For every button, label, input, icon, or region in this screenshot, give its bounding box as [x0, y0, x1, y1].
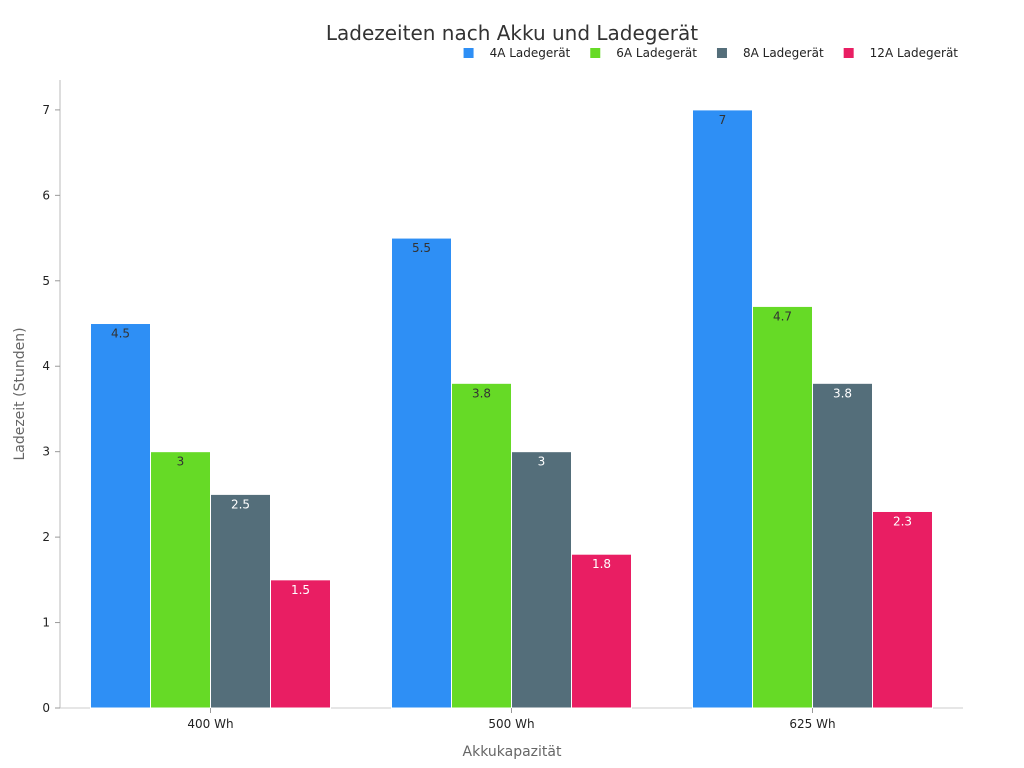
- bar-value-label: 1.5: [291, 583, 310, 597]
- bar-2-3: [752, 305, 813, 709]
- bar-value-label: 5.5: [412, 241, 431, 255]
- bar-value-label: 7: [719, 113, 727, 127]
- bar-value-label: 1.8: [592, 557, 611, 571]
- bar-value-label: 4.5: [111, 327, 130, 341]
- y-axis-title: Ladezeit (Stunden): [12, 327, 28, 460]
- x-axis-title: Akkukapazität: [463, 744, 562, 760]
- bar-1-2: [391, 237, 452, 709]
- x-tick-label: 400 Wh: [187, 717, 233, 731]
- chart-title: Ladezeiten nach Akku und Ladegerät: [326, 21, 698, 45]
- bar-value-label: 2.5: [231, 497, 250, 511]
- y-tick-label: 5: [42, 274, 50, 288]
- bar-value-label: 2.3: [893, 514, 912, 528]
- bar-1-3: [692, 109, 753, 709]
- y-tick-label: 4: [42, 359, 50, 373]
- y-tick-label: 7: [42, 103, 50, 117]
- legend-swatch: [590, 48, 601, 58]
- y-tick-label: 6: [42, 188, 50, 202]
- bar-4-3: [872, 510, 933, 709]
- bar-value-label: 3: [177, 455, 185, 469]
- x-tick-label: 625 Wh: [789, 717, 835, 731]
- bar-2-2: [451, 382, 512, 709]
- bar-value-label: 3.8: [833, 386, 852, 400]
- bar-2-1: [150, 451, 211, 709]
- bar-3-2: [511, 451, 572, 709]
- legend-item[interactable]: 8A Ladegerät: [716, 46, 824, 60]
- legend-item[interactable]: 6A Ladegerät: [590, 46, 697, 60]
- bar-4-2: [571, 553, 632, 709]
- legend-swatch: [843, 48, 854, 58]
- x-tick-label: 500 Wh: [488, 717, 534, 731]
- bar-4-1: [270, 579, 331, 709]
- bar-3-3: [812, 382, 873, 709]
- legend-label: 8A Ladegerät: [743, 46, 824, 60]
- y-tick-label: 1: [42, 616, 50, 630]
- legend: 4A Ladegerät 6A Ladegerät 8A Ladegerät 12A …: [463, 46, 959, 60]
- y-tick-label: 3: [42, 445, 50, 459]
- legend-label: 6A Ladegerät: [616, 46, 697, 60]
- legend-swatch: [463, 48, 474, 58]
- legend-swatch: [716, 48, 727, 58]
- bar-value-label: 3: [538, 455, 546, 469]
- y-tick-label: 2: [42, 530, 50, 544]
- plot-area: 0 1 2 3 4 5 6 7 4.5 3 2.5 1.5 400 Wh 5.5 3.8 3 1.8 500 Wh…: [42, 80, 963, 731]
- bar-1-1: [90, 323, 151, 709]
- legend-item[interactable]: 12A Ladegerät: [843, 46, 959, 60]
- bar-3-1: [210, 493, 271, 709]
- legend-label: 12A Ladegerät: [870, 46, 959, 60]
- y-tick-label: 0: [42, 701, 50, 715]
- bar-value-label: 4.7: [773, 309, 792, 323]
- bar-value-label: 3.8: [472, 386, 491, 400]
- legend-label: 4A Ladegerät: [490, 46, 571, 60]
- legend-item[interactable]: 4A Ladegerät: [463, 46, 571, 60]
